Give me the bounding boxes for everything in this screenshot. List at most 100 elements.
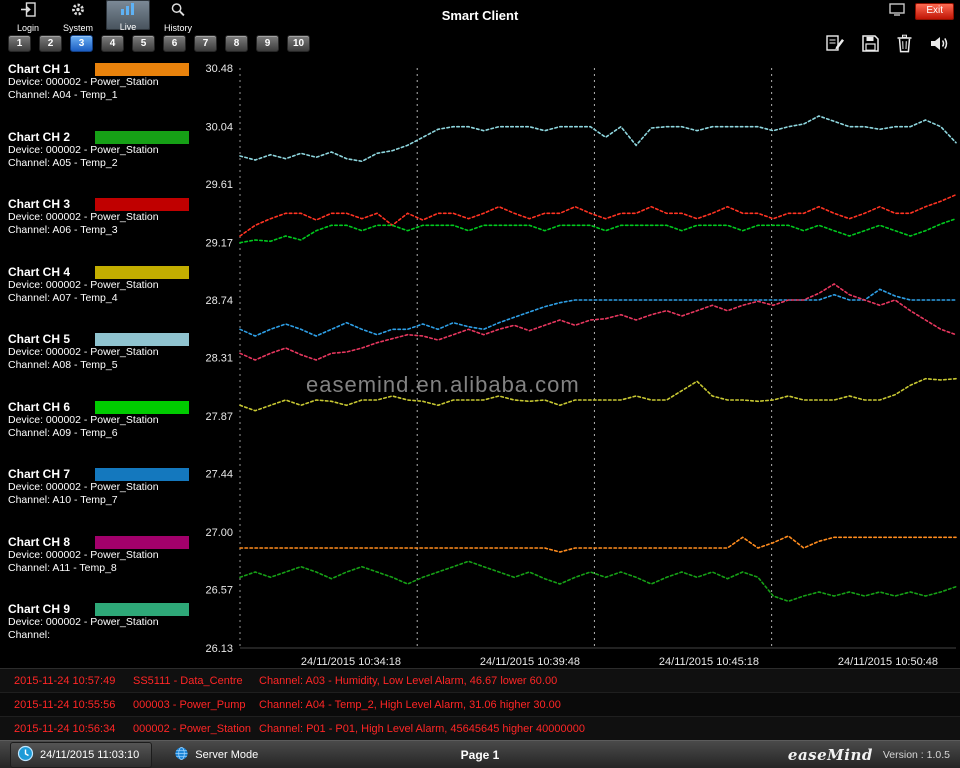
legend-entry-ch5[interactable]: Chart CH 5 Device: 000002 - Power_Station…	[0, 332, 196, 400]
x-axis-tick-label: 24/11/2015 10:34:18	[301, 656, 401, 668]
tab-page-1[interactable]: 1	[8, 34, 31, 52]
legend-device-label: Device: 000002 - Power_Station	[8, 413, 159, 426]
series-Temp_8	[239, 283, 957, 361]
alarm-time: 2015-11-24 10:56:34	[14, 722, 116, 735]
tab-page-10[interactable]: 10	[287, 34, 310, 52]
series-Temp_2	[239, 560, 957, 603]
tab-bar: 1 2 3 4 5 6 7 8 9 10	[0, 30, 960, 56]
legend-channel-label: Channel: A06 - Temp_3	[8, 224, 118, 236]
legend-color-swatch	[95, 265, 189, 279]
x-axis-tick-label: 24/11/2015 10:45:18	[659, 656, 759, 668]
legend-device-label: Device: 000002 - Power_Station	[8, 481, 159, 493]
alarm-time: 2015-11-24 10:57:49	[14, 674, 116, 687]
y-axis-tick-label: 30.04	[205, 122, 233, 134]
legend-device-label: Device: 000002 - Power_Station	[8, 616, 159, 628]
nav-system-button[interactable]: System	[56, 0, 100, 33]
alarm-device: SS5111 - Data_Centre	[133, 674, 243, 687]
nav-history-label: History	[163, 23, 192, 33]
tab-page-3[interactable]: 3	[70, 34, 93, 52]
window-controls: Exit	[889, 0, 960, 30]
main-nav: Login System Live History	[0, 0, 200, 33]
tab-page-8[interactable]: 8	[225, 34, 248, 52]
legend-entry-ch4[interactable]: Chart CH 4 Device: 000002 - Power_Station…	[0, 265, 196, 333]
legend-color-swatch	[95, 198, 189, 211]
alarm-message: Channel: P01 - P01, High Level Alarm, 45…	[259, 722, 585, 735]
gear-icon	[70, 2, 86, 22]
status-datetime: 24/11/2015 11:03:10	[40, 748, 140, 761]
legend-entry-ch9[interactable]: Chart CH 9 Device: 000002 - Power_Station…	[0, 602, 196, 670]
y-axis-tick-label: 29.17	[205, 238, 233, 250]
trend-chart[interactable]: 30.48 30.04 29.61 29.17 28.74 28.31 27.87 27.44…	[196, 56, 960, 668]
legend-entry-ch1[interactable]: Chart CH 1 Device: 000002 - Power_Station…	[0, 62, 196, 130]
page-tabs: 1 2 3 4 5 6 7 8 9 10	[8, 34, 310, 52]
legend-channel-label: Channel: A11 - Temp_8	[8, 561, 117, 574]
nav-live-label: Live	[119, 22, 137, 32]
nav-history-button[interactable]: History	[156, 0, 200, 33]
speaker-icon[interactable]	[929, 34, 950, 53]
exit-button[interactable]: Exit	[915, 3, 954, 20]
delete-icon[interactable]	[896, 34, 913, 53]
legend-channel-label: Channel:	[8, 629, 51, 641]
legend-entry-ch6[interactable]: Chart CH 6 Device: 000002 - Power_Station…	[0, 400, 196, 468]
tab-page-7[interactable]: 7	[194, 34, 217, 52]
datetime-panel: 24/11/2015 11:03:10	[10, 741, 153, 768]
tab-page-6[interactable]: 6	[163, 34, 186, 52]
brand-logo: easeMind	[787, 745, 873, 764]
version-label: Version : 1.0.5	[882, 748, 950, 761]
legend-color-swatch	[95, 130, 189, 144]
legend-channel-label: Channel: A10 - Temp_7	[8, 494, 118, 506]
display-icon[interactable]	[889, 3, 906, 16]
series-Temp_3	[239, 193, 957, 237]
y-axis-tick-label: 29.61	[205, 179, 233, 191]
legend-channel-label: Channel: A04 - Temp_1	[8, 89, 118, 101]
save-icon[interactable]	[861, 34, 880, 53]
server-mode-label: Server Mode	[195, 748, 259, 761]
legend-channel-label: Channel: A07 - Temp_4	[8, 291, 118, 304]
alarm-row[interactable]: 2015-11-24 10:57:49 SS5111 - Data_Centre C…	[0, 669, 960, 693]
legend-entry-title: Chart CH 6	[8, 399, 71, 414]
tab-page-5[interactable]: 5	[132, 34, 155, 52]
tab-page-2[interactable]: 2	[39, 34, 62, 52]
alarm-device: 000002 - Power_Station	[133, 722, 252, 735]
alarm-device: 000003 - Power_Pump	[133, 698, 246, 711]
y-axis-tick-label: 27.00	[205, 527, 233, 539]
nav-system-label: System	[62, 23, 93, 33]
legend-entry-ch2[interactable]: Chart CH 2 Device: 000002 - Power_Station…	[0, 130, 196, 198]
legend-device-label: Device: 000002 - Power_Station	[8, 346, 159, 358]
legend-entry-title: Chart CH 9	[8, 602, 71, 616]
legend-entry-title: Chart CH 1	[8, 62, 71, 76]
legend-entry-ch7[interactable]: Chart CH 7 Device: 000002 - Power_Station…	[0, 467, 196, 535]
alarm-row[interactable]: 2015-11-24 10:56:34 000002 - Power_Statio…	[0, 717, 960, 741]
series-Temp_4	[239, 377, 957, 412]
legend-entry-title: Chart CH 8	[8, 534, 71, 549]
legend-device-label: Device: 000002 - Power_Station	[8, 548, 159, 561]
legend-color-swatch	[95, 603, 189, 616]
legend-device-label: Device: 000002 - Power_Station	[8, 143, 159, 156]
nav-live-button[interactable]: Live	[106, 0, 150, 32]
tab-page-9[interactable]: 9	[256, 34, 279, 52]
legend-device-label: Device: 000002 - Power_Station	[8, 211, 159, 223]
y-axis-tick-label: 30.48	[205, 63, 233, 75]
alarm-message: Channel: A03 - Humidity, Low Level Alarm…	[259, 674, 558, 687]
legend-entry-title: Chart CH 5	[8, 332, 71, 346]
legend-entry-ch8[interactable]: Chart CH 8 Device: 000002 - Power_Station…	[0, 535, 196, 603]
main-area: Chart CH 1 Device: 000002 - Power_Station…	[0, 56, 960, 668]
series-Temp_7	[239, 288, 957, 337]
alarm-time: 2015-11-24 10:55:56	[14, 698, 116, 711]
legend-device-label: Device: 000002 - Power_Station	[8, 76, 159, 88]
channel-legend-panel: Chart CH 1 Device: 000002 - Power_Station…	[0, 56, 196, 668]
nav-login-button[interactable]: Login	[6, 0, 50, 33]
nav-login-label: Login	[16, 23, 40, 33]
legend-channel-label: Channel: A09 - Temp_6	[8, 426, 118, 439]
toolbar	[825, 33, 950, 53]
legend-color-swatch	[95, 535, 189, 549]
edit-icon[interactable]	[825, 33, 845, 53]
y-axis-tick-label: 27.87	[205, 411, 233, 423]
legend-device-label: Device: 000002 - Power_Station	[8, 278, 159, 291]
tab-page-4[interactable]: 4	[101, 34, 124, 52]
alarm-row[interactable]: 2015-11-24 10:55:56 000003 - Power_Pump Ch…	[0, 693, 960, 717]
legend-entry-ch3[interactable]: Chart CH 3 Device: 000002 - Power_Station…	[0, 197, 196, 265]
series-Temp_6	[239, 217, 957, 244]
legend-entry-title: Chart CH 2	[8, 129, 71, 144]
history-search-icon	[170, 2, 186, 22]
